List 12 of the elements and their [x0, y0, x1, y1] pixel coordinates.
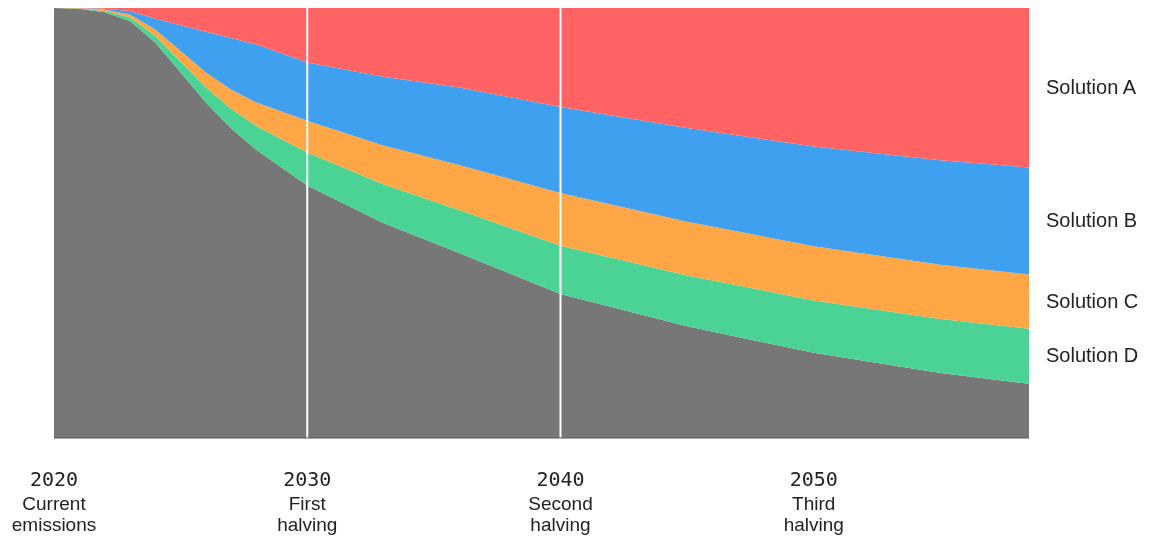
x-tick-label: 2020 [29, 467, 79, 491]
x-tick-label: 2030 [283, 467, 332, 491]
x-tick-label: 2040 [536, 467, 585, 491]
series-label: Solution A [1046, 75, 1137, 99]
text: First halving [277, 493, 338, 535]
x-tick-label: 2050 [789, 467, 838, 491]
text: Current emissions [11, 493, 97, 535]
series-label: Solution D [1046, 344, 1139, 368]
series-label: Solution B [1046, 209, 1138, 233]
series-label: Solution C [1046, 289, 1139, 313]
text: Second halving [528, 493, 593, 535]
text: Third halving [783, 493, 844, 535]
